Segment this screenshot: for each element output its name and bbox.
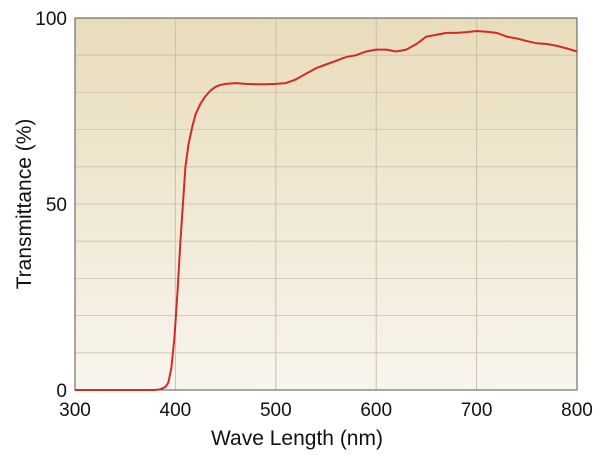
- y-tick-label: 0: [56, 381, 67, 402]
- x-tick-label: 700: [461, 400, 493, 421]
- transmittance-line: [75, 30, 578, 391]
- x-tick-labels: 300 400 500 600 700 800: [59, 400, 593, 421]
- x-tick-label: 300: [59, 400, 91, 421]
- plot-frame: [74, 17, 578, 391]
- y-axis-label: Transmittance (%): [13, 119, 36, 290]
- y-tick-label: 100: [35, 9, 67, 30]
- grid-lines: [75, 18, 577, 390]
- x-tick-label: 400: [160, 400, 192, 421]
- y-tick-label: 50: [46, 195, 67, 216]
- x-tick-label: 600: [360, 400, 392, 421]
- y-tick-labels: 0 50 100: [35, 9, 67, 402]
- x-tick-label: 500: [260, 400, 292, 421]
- x-tick-label: 800: [561, 400, 593, 421]
- x-axis-label: Wave Length (nm): [211, 427, 383, 450]
